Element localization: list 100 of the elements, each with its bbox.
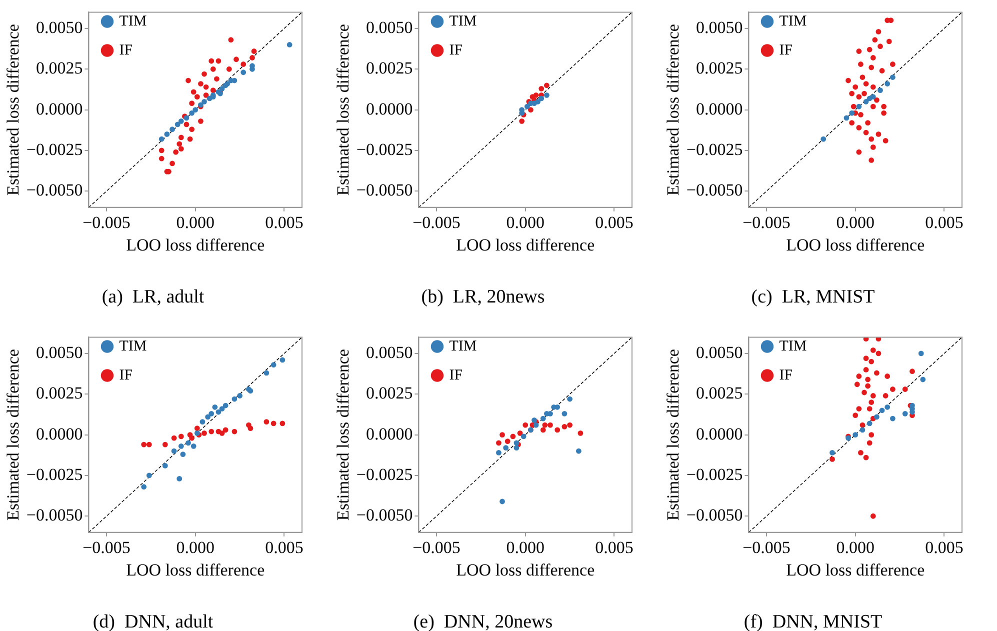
point (240, 62, 246, 67)
point (500, 498, 505, 504)
point (876, 350, 882, 356)
point (860, 422, 866, 428)
y-axis-title: Estimated loss difference (334, 349, 353, 521)
x-tick-label: −0.005 (412, 538, 460, 558)
point (868, 400, 874, 405)
x-tick-label: 0.005 (925, 538, 964, 558)
point (162, 442, 168, 448)
text: (b) LR, 20news (421, 286, 545, 308)
legend-label: IF (449, 367, 463, 384)
point (562, 410, 568, 416)
point (171, 448, 177, 454)
point (854, 382, 860, 388)
point (878, 88, 883, 93)
point (219, 406, 225, 412)
point (862, 90, 867, 96)
x-tick-label: −0.005 (82, 213, 130, 232)
x-axis-title: LOO loss difference (126, 235, 265, 254)
point (232, 428, 238, 434)
point (868, 432, 874, 438)
x-axis-title: LOO loss difference (456, 560, 595, 580)
y-tick-label: −0.0050 (686, 506, 743, 525)
point (270, 420, 276, 426)
legend-label: IF (119, 42, 133, 58)
point (189, 110, 195, 116)
y-tick-label: 0.0000 (36, 99, 83, 118)
y-tick-label: 0.0025 (696, 58, 743, 78)
y-axis-title: Estimated loss difference (334, 24, 353, 196)
y-tick-label: 0.0000 (366, 99, 413, 118)
point (870, 55, 876, 60)
point (868, 158, 874, 163)
point (178, 434, 184, 440)
point (856, 406, 862, 412)
x-tick-label: 0.000 (506, 538, 544, 558)
x-tick-label: −0.005 (82, 538, 130, 558)
point (519, 118, 525, 124)
point (510, 434, 516, 440)
point (219, 86, 225, 92)
y-tick-label: 0.0025 (36, 384, 83, 403)
point (504, 438, 510, 444)
y-tick-label: 0.0050 (366, 342, 413, 362)
point (173, 149, 179, 155)
text: (c) LR, MNIST (751, 286, 876, 308)
point (164, 132, 170, 137)
legend-label: IF (779, 42, 793, 58)
y-tick-label: −0.0025 (356, 140, 413, 159)
point (866, 96, 872, 102)
point (540, 427, 546, 433)
point (863, 337, 869, 342)
point (860, 74, 866, 80)
point (158, 156, 164, 162)
y-axis-title: Estimated loss difference (4, 24, 23, 196)
y-axis-title: Estimated loss difference (664, 349, 683, 521)
point (858, 112, 864, 118)
point (270, 362, 276, 368)
point (830, 450, 835, 456)
point (844, 115, 850, 121)
point (212, 404, 218, 410)
point (186, 78, 191, 84)
x-tick-label: 0.005 (265, 538, 304, 558)
y-tick-label: 0.0025 (366, 58, 413, 78)
point (863, 367, 869, 372)
y-tick-label: −0.0050 (26, 180, 83, 200)
point (865, 383, 871, 389)
point (876, 337, 882, 342)
point (520, 434, 526, 440)
y-tick-label: −0.0050 (356, 506, 413, 525)
x-axis-title: LOO loss difference (786, 560, 925, 580)
point (548, 422, 553, 428)
point (210, 88, 216, 93)
point (879, 68, 885, 74)
point (872, 37, 878, 43)
point (503, 445, 509, 451)
point (856, 374, 862, 379)
point (187, 136, 193, 142)
point (228, 37, 234, 43)
y-tick-label: 0.0000 (696, 424, 743, 444)
text: (a) LR, adult (102, 286, 205, 308)
point (879, 408, 885, 414)
point (517, 430, 523, 436)
point (286, 42, 292, 48)
x-tick-label: 0.000 (176, 213, 214, 232)
point (874, 414, 880, 420)
point (538, 96, 544, 102)
point (868, 64, 874, 70)
point (214, 76, 220, 82)
point (554, 427, 560, 433)
point (178, 134, 184, 140)
x-tick-label: 0.005 (595, 538, 634, 558)
x-tick-label: 0.005 (265, 213, 304, 232)
point (203, 84, 209, 90)
point (176, 476, 182, 482)
x-tick-label: 0.000 (176, 538, 214, 558)
point (186, 440, 191, 446)
point (226, 66, 232, 72)
point (863, 454, 869, 460)
point (192, 107, 198, 112)
point (500, 432, 505, 438)
point (250, 55, 255, 60)
